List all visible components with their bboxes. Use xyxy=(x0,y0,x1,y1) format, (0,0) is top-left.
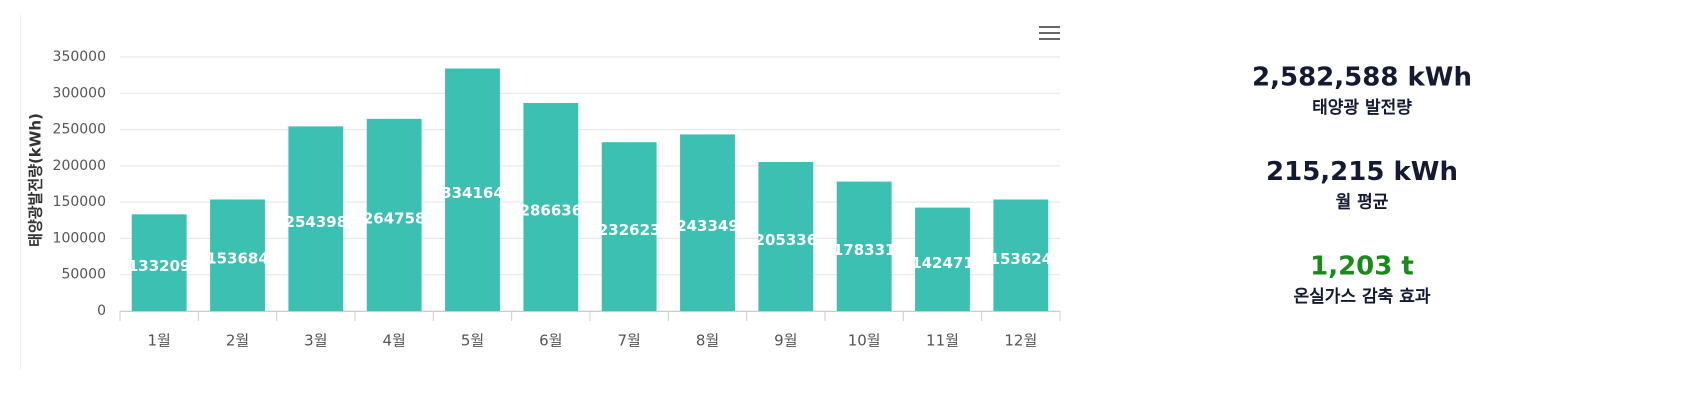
bar xyxy=(680,134,735,311)
data-label: 133209 xyxy=(128,257,191,275)
data-label: 232623 xyxy=(598,221,661,239)
data-label: 153684 xyxy=(206,250,269,268)
bar xyxy=(210,199,265,311)
x-tick-label: 8월 xyxy=(696,332,719,350)
data-label: 334164 xyxy=(441,184,504,202)
x-tick-label: 9월 xyxy=(774,332,797,350)
x-tick-label: 3월 xyxy=(304,332,327,350)
stat-label: 월 평균 xyxy=(1336,193,1389,213)
data-label: 243349 xyxy=(676,217,739,235)
bar xyxy=(836,181,892,311)
data-label: 254398 xyxy=(285,213,348,231)
data-label: 264758 xyxy=(363,209,426,227)
bar xyxy=(366,118,422,312)
y-tick-label: 300000 xyxy=(53,85,106,101)
stat-value: 215,215 kWh xyxy=(1266,157,1458,187)
data-label: 142471 xyxy=(911,254,974,272)
stat-label: 온실가스 감축 효과 xyxy=(1294,287,1431,307)
data-label: 286636 xyxy=(520,201,583,219)
bar xyxy=(758,161,814,311)
y-tick-label: 100000 xyxy=(53,230,106,246)
x-tick-label: 6월 xyxy=(539,332,562,350)
x-tick-label: 11월 xyxy=(926,332,959,350)
stat-value: 1,203 t xyxy=(1310,252,1414,282)
data-label: 178331 xyxy=(833,241,896,259)
bar xyxy=(993,199,1049,311)
bar xyxy=(288,126,344,312)
bar xyxy=(131,214,187,311)
x-tick-label: 4월 xyxy=(382,332,405,350)
x-tick-label: 10월 xyxy=(848,332,881,350)
stat-label: 태양광 발전량 xyxy=(1312,98,1412,118)
bar xyxy=(523,102,579,311)
x-tick-label: 2월 xyxy=(226,332,249,350)
x-tick-label: 12월 xyxy=(1004,332,1037,350)
bar xyxy=(601,142,657,311)
y-tick-label: 250000 xyxy=(53,122,106,138)
y-tick-label: 200000 xyxy=(53,158,106,174)
y-axis-label: 태양광발전량(kWh) xyxy=(27,113,45,247)
stat-value: 2,582,588 kWh xyxy=(1252,63,1472,93)
x-tick-label: 1월 xyxy=(147,332,170,350)
data-label: 153624 xyxy=(990,250,1053,268)
y-tick-label: 150000 xyxy=(53,194,106,210)
y-tick-label: 350000 xyxy=(53,49,106,65)
bar xyxy=(445,68,500,312)
y-tick-label: 0 xyxy=(97,303,106,319)
x-tick-label: 5월 xyxy=(461,332,484,350)
x-tick-label: 7월 xyxy=(617,332,640,350)
y-tick-label: 50000 xyxy=(61,267,106,283)
menu-button[interactable] xyxy=(1039,26,1060,40)
bar xyxy=(915,207,970,311)
data-label: 205336 xyxy=(755,231,818,249)
